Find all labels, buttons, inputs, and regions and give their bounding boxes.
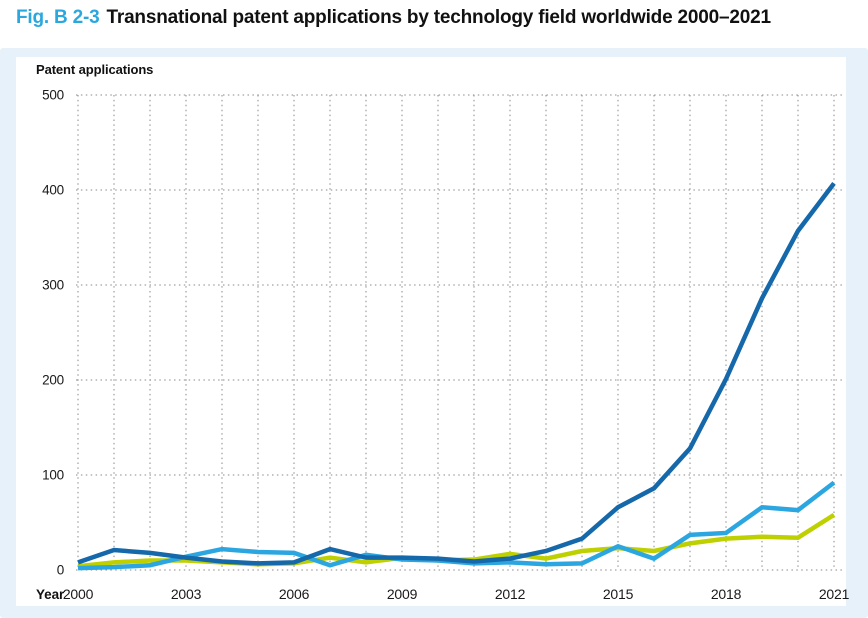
y-tick-label: 300 bbox=[42, 278, 64, 293]
chart-card bbox=[16, 57, 846, 606]
y-tick-label: 100 bbox=[42, 468, 64, 483]
x-tick-label: 2018 bbox=[711, 586, 742, 602]
x-tick-label: 2015 bbox=[603, 586, 634, 602]
y-tick-label: 200 bbox=[42, 373, 64, 388]
figure-title-text: Transnational patent applications by tec… bbox=[106, 7, 772, 28]
x-tick-label: 2021 bbox=[819, 586, 850, 602]
figure-number-label: Fig. B 2-3 bbox=[16, 7, 100, 28]
series-line-light-blue-series bbox=[77, 480, 836, 571]
y-tick-label: 500 bbox=[42, 88, 64, 103]
y-tick-label: 400 bbox=[42, 183, 64, 198]
y-axis-title: Patent applications bbox=[36, 62, 154, 77]
x-tick-label: 2006 bbox=[279, 586, 310, 602]
y-tick-label: 0 bbox=[57, 563, 64, 578]
figure-title: Fig. B 2-3 Transnational patent applicati… bbox=[16, 7, 771, 29]
series-line-dark-blue-series bbox=[77, 181, 836, 566]
x-axis-title: Year bbox=[36, 587, 65, 602]
x-tick-label: 2009 bbox=[387, 586, 418, 602]
x-tick-label: 2000 bbox=[63, 586, 94, 602]
x-tick-label: 2012 bbox=[495, 586, 526, 602]
x-tick-label: 2003 bbox=[171, 586, 202, 602]
